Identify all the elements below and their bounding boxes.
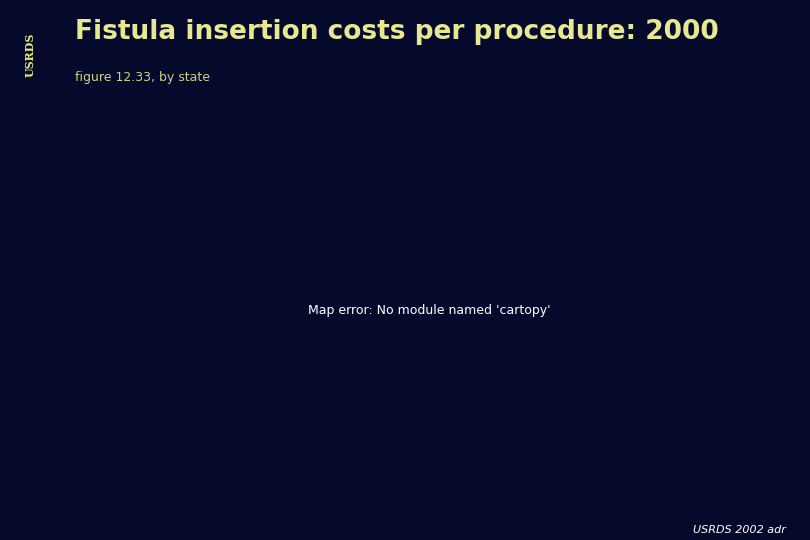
Text: Map error: No module named 'cartopy': Map error: No module named 'cartopy' bbox=[308, 304, 551, 317]
Text: figure 12.33, by state: figure 12.33, by state bbox=[75, 71, 210, 84]
Text: USRDS: USRDS bbox=[24, 33, 36, 77]
Text: USRDS 2002 adr: USRDS 2002 adr bbox=[693, 524, 786, 535]
Text: Fistula insertion costs per procedure: 2000: Fistula insertion costs per procedure: 2… bbox=[75, 19, 718, 45]
